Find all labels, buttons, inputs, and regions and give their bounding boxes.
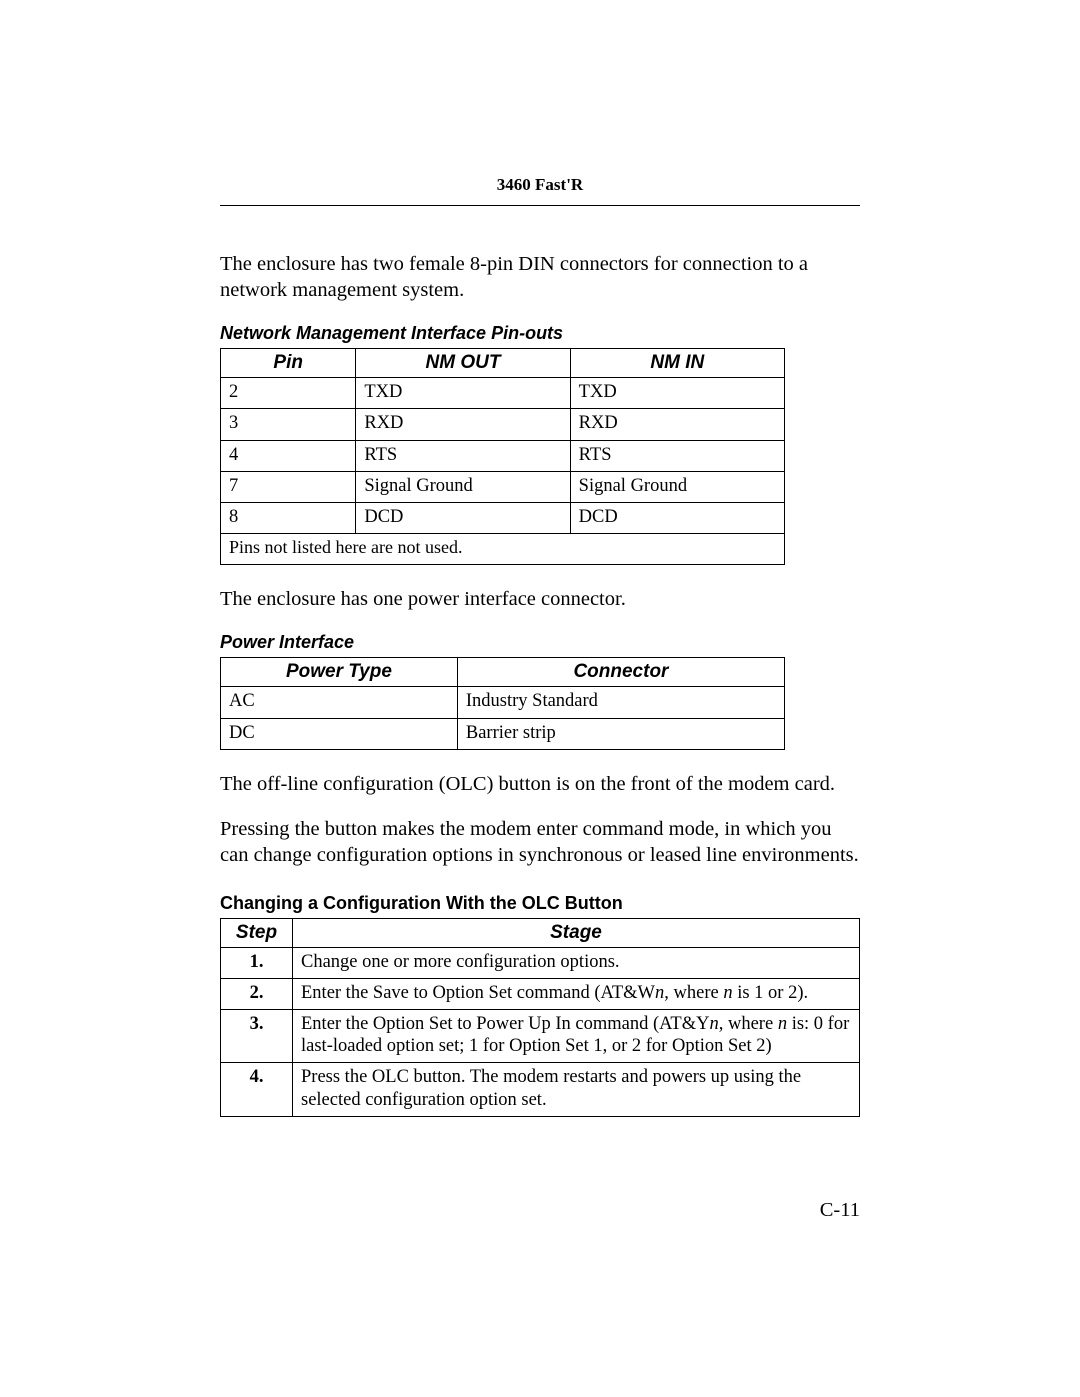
col-nm-out: NM OUT: [356, 349, 570, 378]
col-stage: Stage: [293, 918, 860, 947]
cell: DCD: [570, 503, 784, 534]
col-power-type: Power Type: [221, 658, 458, 687]
stage-cell: Enter the Save to Option Set command (AT…: [293, 978, 860, 1009]
power-interface-table: Power Type Connector AC Industry Standar…: [220, 657, 785, 749]
cell: AC: [221, 687, 458, 718]
cell: Barrier strip: [457, 718, 784, 749]
col-connector: Connector: [457, 658, 784, 687]
step-number: 3.: [221, 1010, 293, 1063]
cell: RXD: [570, 409, 784, 440]
table-row: 1. Change one or more configuration opti…: [221, 947, 860, 978]
cell: 2: [221, 378, 356, 409]
cell: Signal Ground: [570, 471, 784, 502]
cell: DCD: [356, 503, 570, 534]
cell: 8: [221, 503, 356, 534]
col-nm-in: NM IN: [570, 349, 784, 378]
table2-caption: Power Interface: [220, 632, 860, 653]
cell: TXD: [570, 378, 784, 409]
cell: 4: [221, 440, 356, 471]
intro-paragraph-2: The enclosure has one power interface co…: [220, 587, 860, 613]
table-header-row: Step Stage: [221, 918, 860, 947]
table-row: 4 RTS RTS: [221, 440, 785, 471]
table-header-row: Pin NM OUT NM IN: [221, 349, 785, 378]
table1-caption: Network Management Interface Pin-outs: [220, 323, 860, 344]
table-row: AC Industry Standard: [221, 687, 785, 718]
stage-cell: Press the OLC button. The modem restarts…: [293, 1063, 860, 1116]
table-row: 4. Press the OLC button. The modem resta…: [221, 1063, 860, 1116]
pinouts-table: Pin NM OUT NM IN 2 TXD TXD 3 RXD RXD 4 R…: [220, 348, 785, 565]
table-row: 7 Signal Ground Signal Ground: [221, 471, 785, 502]
step-number: 1.: [221, 947, 293, 978]
page-number: C-11: [820, 1199, 860, 1222]
table-row: 3 RXD RXD: [221, 409, 785, 440]
stage-cell: Change one or more configuration options…: [293, 947, 860, 978]
intro-paragraph-1: The enclosure has two female 8-pin DIN c…: [220, 252, 860, 303]
table-footnote-row: Pins not listed here are not used.: [221, 534, 785, 565]
running-header: 3460 Fast'R: [220, 175, 860, 205]
stage-cell: Enter the Option Set to Power Up In comm…: [293, 1010, 860, 1063]
table-row: DC Barrier strip: [221, 718, 785, 749]
cell: RTS: [570, 440, 784, 471]
table3-heading: Changing a Configuration With the OLC Bu…: [220, 893, 860, 914]
table-row: 3. Enter the Option Set to Power Up In c…: [221, 1010, 860, 1063]
paragraph-olc-2: Pressing the button makes the modem ente…: [220, 817, 860, 868]
cell: DC: [221, 718, 458, 749]
header-rule: [220, 205, 860, 206]
cell: TXD: [356, 378, 570, 409]
paragraph-olc-1: The off-line configuration (OLC) button …: [220, 772, 860, 798]
cell: 7: [221, 471, 356, 502]
table-header-row: Power Type Connector: [221, 658, 785, 687]
table-row: 2. Enter the Save to Option Set command …: [221, 978, 860, 1009]
table-row: 2 TXD TXD: [221, 378, 785, 409]
cell: RXD: [356, 409, 570, 440]
table-footnote: Pins not listed here are not used.: [221, 534, 785, 565]
page: 3460 Fast'R The enclosure has two female…: [0, 0, 1080, 1397]
olc-steps-table: Step Stage 1. Change one or more configu…: [220, 918, 860, 1117]
cell: Signal Ground: [356, 471, 570, 502]
col-pin: Pin: [221, 349, 356, 378]
table-row: 8 DCD DCD: [221, 503, 785, 534]
step-number: 4.: [221, 1063, 293, 1116]
col-step: Step: [221, 918, 293, 947]
cell: 3: [221, 409, 356, 440]
step-number: 2.: [221, 978, 293, 1009]
cell: Industry Standard: [457, 687, 784, 718]
cell: RTS: [356, 440, 570, 471]
